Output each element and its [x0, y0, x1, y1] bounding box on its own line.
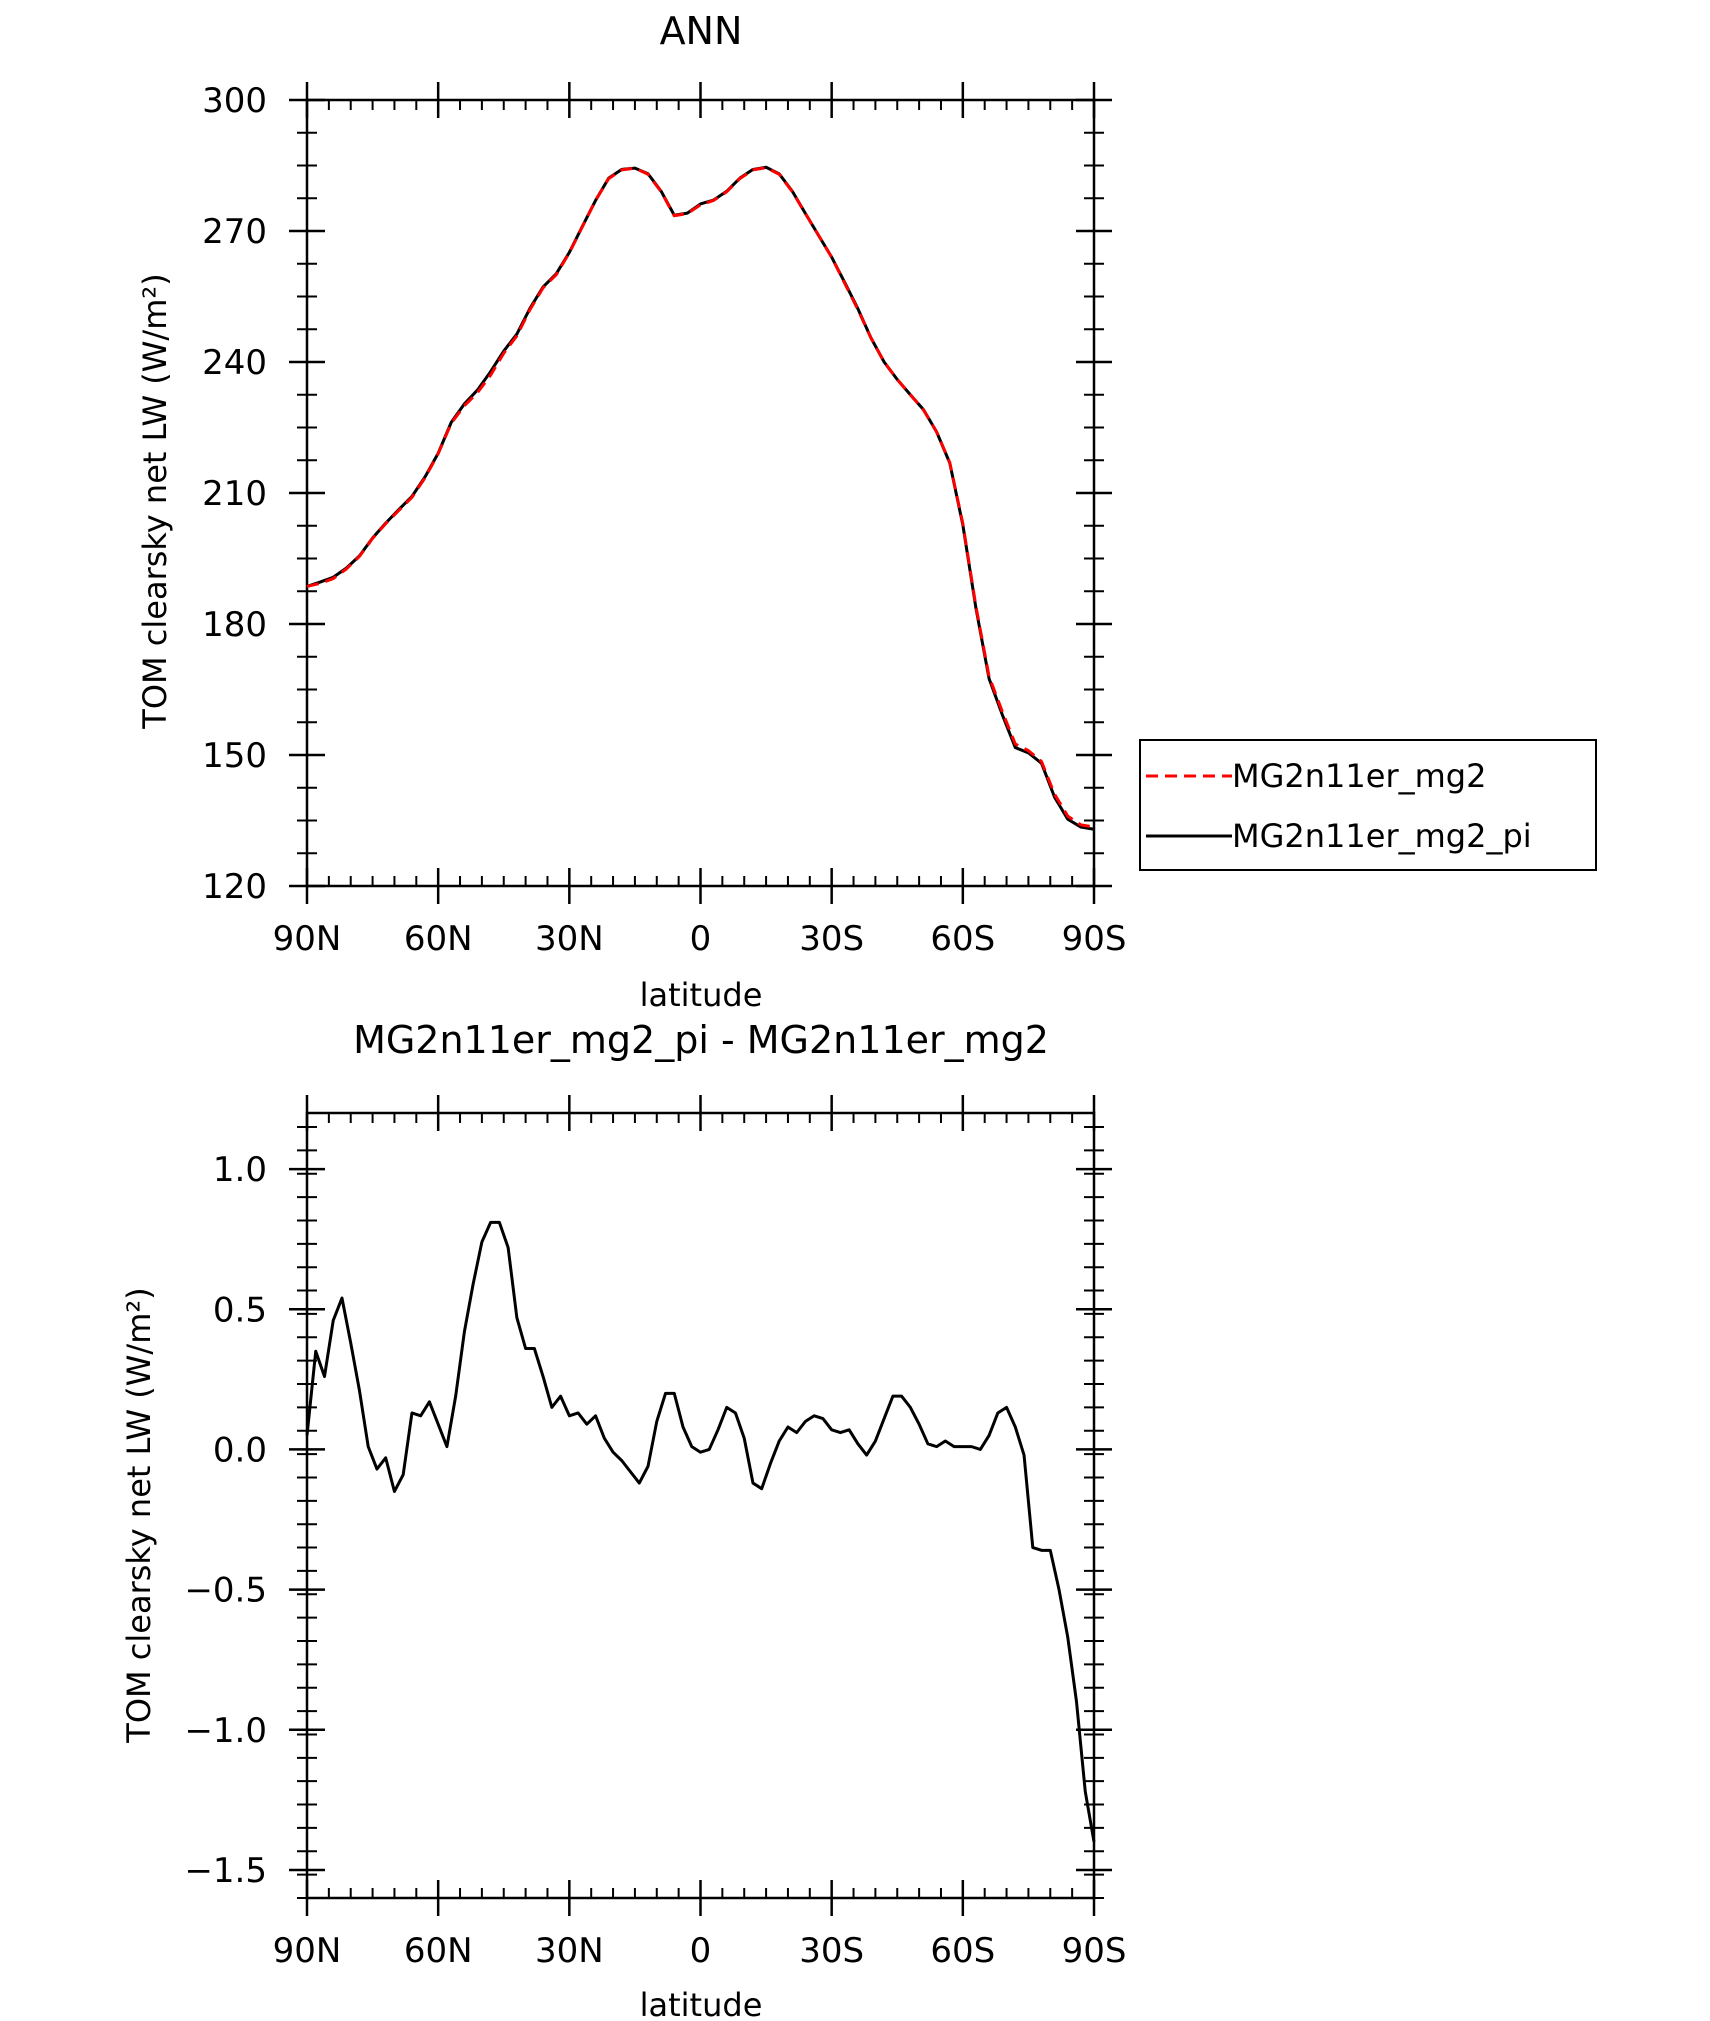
bottom-chart-x-tick-label: 60N [404, 1931, 473, 1971]
bottom-chart-y-tick-label: 0.0 [213, 1430, 267, 1470]
top-chart-y-tick-label: 120 [202, 867, 267, 907]
top-chart-x-tick-label: 90N [273, 919, 342, 959]
top-chart: ANN 90N 60N 30N 0 30S 60S 90S 120 150 180 210 240 27… [136, 9, 1126, 1014]
legend-label-mg2: MG2n11er_mg2 [1232, 757, 1486, 795]
bottom-chart-x-tick-label: 90S [1062, 1931, 1127, 1971]
bottom-chart-x-tick-label: 0 [690, 1931, 712, 1971]
bottom-chart-y-tick-label: −1.0 [184, 1711, 267, 1751]
bottom-chart-y-tick-label: −0.5 [184, 1571, 267, 1611]
top-chart-y-tick-label: 300 [202, 81, 267, 121]
bottom-chart-y-axis-label: TOM clearsky net LW (W/m²) [120, 1287, 158, 1743]
bottom-chart-title: MG2n11er_mg2_pi - MG2n11er_mg2 [353, 1018, 1049, 1062]
bottom-chart-y-tick-label: 1.0 [213, 1150, 267, 1190]
top-chart-axes: 90N 60N 30N 0 30S 60S 90S 120 150 180 210 240 270 300 [202, 81, 1126, 959]
bottom-chart-y-tick-label: −1.5 [184, 1851, 267, 1891]
top-chart-x-tick-label: 60S [930, 919, 995, 959]
top-chart-y-tick-label: 270 [202, 212, 267, 252]
legend-label-mg2-pi: MG2n11er_mg2_pi [1232, 817, 1532, 855]
bottom-chart-x-tick-label: 30N [535, 1931, 604, 1971]
top-chart-x-tick-label: 90S [1062, 919, 1127, 959]
top-chart-y-tick-label: 210 [202, 474, 267, 514]
legend: MG2n11er_mg2 MG2n11er_mg2_pi [1139, 739, 1597, 871]
top-chart-line-mg2n11er-mg2 [306, 166, 1095, 829]
bottom-chart-series [305, 1220, 1096, 1843]
bottom-chart-axes: 90N 60N 30N 0 30S 60S 90S −1.5 −1.0 −0.5 0.0 0.5 1.0 [184, 1095, 1126, 1971]
top-chart-series [306, 165, 1095, 831]
top-chart-y-tick-label: 150 [202, 736, 267, 776]
bottom-chart-x-tick-label: 90N [273, 1931, 342, 1971]
top-chart-x-tick-label: 60N [404, 919, 473, 959]
legend-box [1139, 739, 1597, 871]
top-chart-x-axis-label: latitude [640, 976, 763, 1014]
bottom-chart-y-tick-label: 0.5 [213, 1290, 267, 1330]
top-chart-title: ANN [660, 9, 743, 53]
bottom-chart-x-tick-label: 30S [799, 1931, 864, 1971]
bottom-chart: MG2n11er_mg2_pi - MG2n11er_mg2 90N 60N 30N… [120, 1018, 1126, 2021]
bottom-chart-line-difference [305, 1220, 1096, 1843]
top-chart-x-tick-label: 0 [690, 919, 712, 959]
bottom-chart-x-tick-label: 60S [930, 1931, 995, 1971]
top-chart-x-tick-label: 30N [535, 919, 604, 959]
top-chart-y-tick-label: 180 [202, 605, 267, 645]
top-chart-x-tick-label: 30S [799, 919, 864, 959]
top-chart-y-axis-label: TOM clearsky net LW (W/m²) [136, 273, 174, 729]
top-chart-y-tick-label: 240 [202, 343, 267, 383]
bottom-chart-x-axis-label: latitude [640, 1986, 763, 2021]
